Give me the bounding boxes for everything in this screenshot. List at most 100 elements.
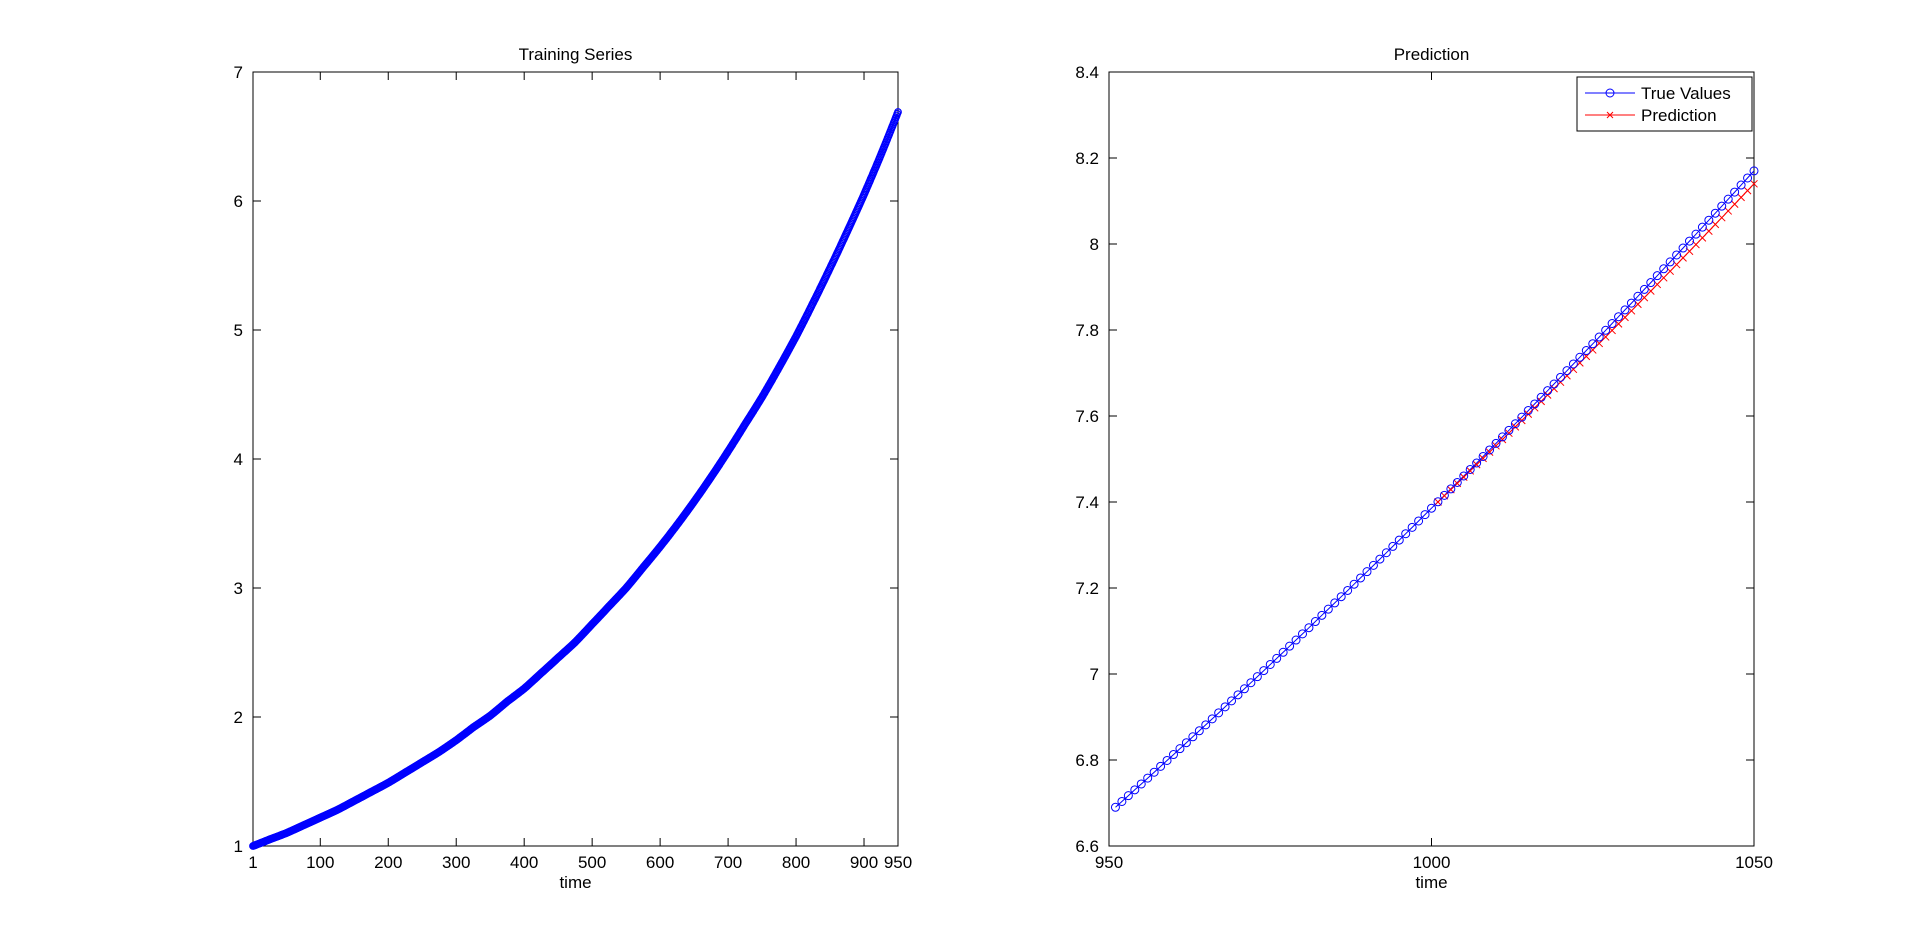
true-value-point (1620, 305, 1630, 315)
true-value-point (1646, 278, 1656, 288)
true-value-point (1220, 702, 1230, 712)
true-value-point (1530, 399, 1540, 409)
true-value-point (1130, 785, 1140, 795)
true-value-point (1639, 284, 1649, 294)
true-value-point (1575, 352, 1585, 362)
true-value-point (1304, 623, 1314, 633)
true-value-point (1336, 592, 1346, 602)
true-value-point (1188, 732, 1198, 742)
y-tick-label: 3 (234, 579, 243, 598)
prediction-point (1614, 320, 1623, 328)
true-value-point (1614, 312, 1624, 322)
true-value-point (1749, 166, 1759, 176)
true-value-point (1723, 194, 1733, 204)
y-tick-label: 7.2 (1075, 579, 1099, 598)
true-value-point (1207, 714, 1217, 724)
x-tick-label: 100 (306, 853, 334, 872)
true-value-point (1194, 726, 1204, 736)
x-tick-label: 1000 (1413, 853, 1451, 872)
x-axis-label: time (1415, 873, 1447, 892)
chart-title: Prediction (1394, 45, 1470, 64)
prediction-point (1492, 441, 1500, 450)
data-point (894, 108, 902, 116)
true-value-point (1252, 672, 1262, 682)
true-value-point (1459, 471, 1469, 481)
true-value-point (1433, 497, 1443, 507)
true-value-point (1291, 635, 1301, 645)
data-layer (249, 108, 902, 850)
true-value-point (1446, 484, 1456, 494)
x-tick-label: 1050 (1735, 853, 1773, 872)
x-tick-label: 500 (578, 853, 606, 872)
true-value-point (1697, 222, 1707, 232)
true-value-point (1452, 477, 1462, 487)
true-value-point (1381, 548, 1391, 558)
true-value-point (1523, 406, 1533, 416)
prediction-point (1608, 326, 1616, 335)
true-value-point (1717, 201, 1727, 211)
true-value-point (1517, 412, 1527, 422)
true-value-point (1110, 802, 1120, 812)
true-value-point (1556, 372, 1565, 382)
true-value-point (1710, 208, 1720, 218)
true-value-point (1143, 773, 1153, 783)
prediction-point (1601, 333, 1610, 341)
prediction-chart: Prediction 950 1000 1050 6.6 6.8 7 7.2 7.4 7.6 7.8… (1075, 45, 1773, 892)
y-tick-label: 8.2 (1075, 149, 1099, 168)
true-value-point (1659, 264, 1669, 274)
true-value-point (1588, 339, 1598, 349)
plot-area (1108, 71, 1755, 847)
true-value-point (1678, 243, 1688, 253)
true-value-point (1136, 779, 1146, 789)
true-value-point (1478, 451, 1488, 461)
training-series-chart: Training Series 1 100 200 300 400 500 600 700 800… (234, 45, 913, 892)
true-value-point (1394, 535, 1404, 545)
y-tick-label: 8.4 (1075, 63, 1099, 82)
true-value-point (1704, 215, 1714, 225)
prediction-point (1724, 207, 1733, 215)
true-value-point (1543, 386, 1553, 396)
true-value-point (1156, 761, 1166, 771)
true-value-point (1427, 503, 1436, 513)
true-value-point (1736, 180, 1746, 190)
true-value-point (1368, 560, 1378, 570)
true-value-point (1497, 432, 1507, 442)
data-layer (1110, 166, 1759, 812)
true-value-point (1472, 458, 1482, 468)
true-value-point (1298, 629, 1307, 639)
prediction-point (1479, 454, 1487, 463)
y-tick-label: 7.6 (1075, 407, 1099, 426)
chart-title: Training Series (519, 45, 633, 64)
x-tick-label: 1 (248, 853, 257, 872)
true-value-point (1310, 617, 1320, 627)
true-value-point (1439, 490, 1449, 500)
legend-box (1576, 76, 1753, 132)
true-value-point (1633, 291, 1643, 301)
prediction-point (1440, 491, 1449, 500)
true-value-point (1317, 610, 1327, 620)
y-tick-label: 7 (1090, 665, 1099, 684)
true-value-point (1246, 678, 1256, 688)
true-value-point (1388, 541, 1398, 551)
y-tick-label: 6.8 (1075, 751, 1099, 770)
true-value-point (1278, 647, 1288, 657)
true-value-point (1181, 738, 1191, 748)
true-value-point (1362, 567, 1372, 577)
true-value-point (1594, 332, 1604, 342)
x-tick-label: 900 (850, 853, 878, 872)
prediction-point (1730, 200, 1739, 209)
x-tick-label: 950 (1095, 853, 1123, 872)
legend-prediction-marker (1606, 111, 1614, 119)
true-value-point (1117, 796, 1127, 806)
true-value-point (1465, 464, 1475, 474)
y-tick-label: 8 (1090, 235, 1099, 254)
y-tick-label: 2 (234, 708, 243, 727)
prediction-point (1717, 213, 1726, 222)
x-tick-label: 700 (714, 853, 742, 872)
true-value-point (1323, 604, 1333, 614)
true-value-point (1259, 666, 1269, 676)
legend-true-values-marker (1605, 88, 1615, 98)
true-value-point (1504, 425, 1514, 435)
true-value-point (1375, 554, 1385, 564)
